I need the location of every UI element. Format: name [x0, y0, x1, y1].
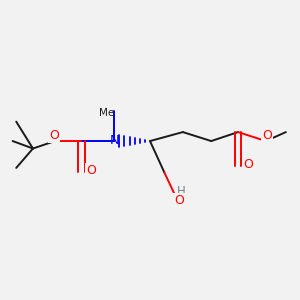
Text: O: O [49, 129, 59, 142]
Text: H: H [176, 185, 185, 198]
Text: N: N [110, 134, 120, 147]
Text: O: O [244, 158, 253, 171]
Text: O: O [174, 194, 184, 207]
Text: Me: Me [99, 108, 114, 118]
Text: O: O [87, 164, 97, 177]
Text: O: O [262, 129, 272, 142]
